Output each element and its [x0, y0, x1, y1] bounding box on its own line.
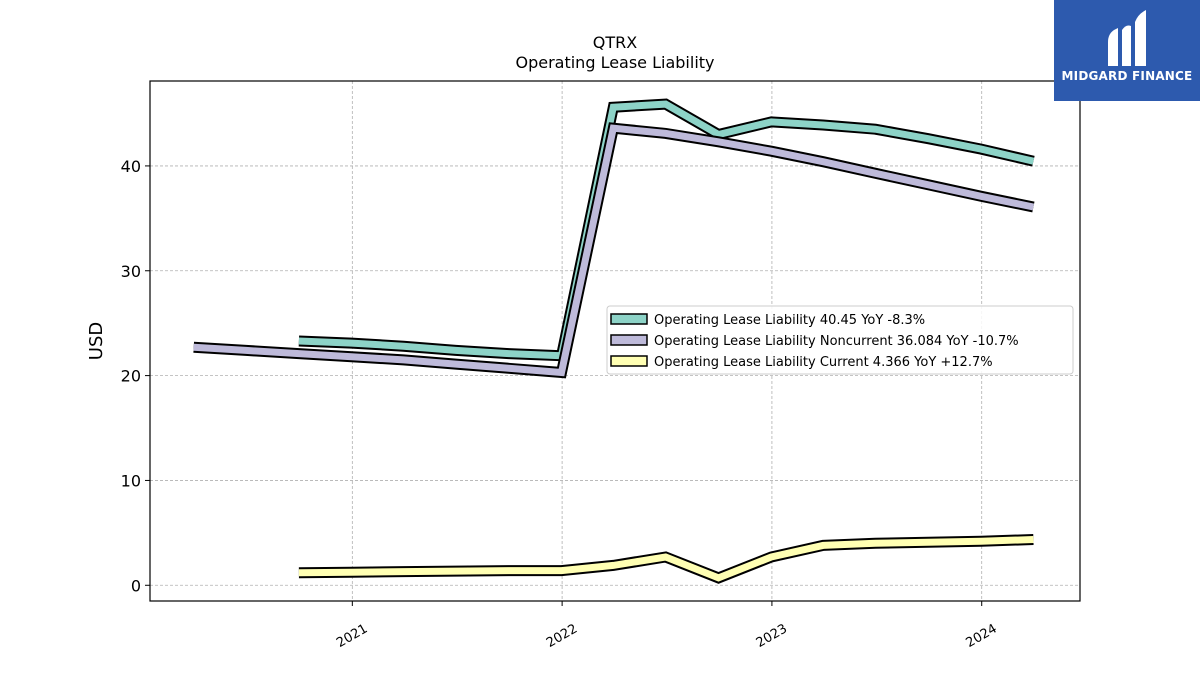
series-line [298, 536, 1034, 582]
y-tick-label: 30 [121, 262, 141, 281]
chart-title: QTRX [593, 33, 637, 52]
legend-label: Operating Lease Liability Noncurrent 36.… [654, 334, 1019, 349]
legend-box [606, 305, 1074, 375]
chart-subtitle: Operating Lease Liability [515, 53, 714, 72]
x-tick-label: 2021 [334, 621, 370, 651]
y-tick-label: 0 [131, 576, 141, 595]
y-tick-label: 40 [121, 157, 141, 176]
legend-swatch [610, 355, 648, 367]
series-line [193, 124, 1035, 377]
legend-label: Operating Lease Liability 40.45 YoY -8.3… [654, 313, 925, 328]
y-tick-label: 10 [121, 471, 141, 490]
x-tick-label: 2022 [544, 621, 580, 651]
plot-frame [149, 80, 1081, 602]
legend-swatch [610, 334, 648, 346]
y-tick-label: 20 [121, 367, 141, 386]
brand-logo: MIDGARD FINANCE [1054, 0, 1200, 101]
brand-name: MIDGARD FINANCE [1061, 69, 1193, 83]
y-axis-label: USD [86, 322, 107, 360]
legend-swatch [610, 313, 648, 325]
x-tick-label: 2024 [964, 621, 1000, 651]
brand-mark-icon [1108, 10, 1146, 66]
x-tick-label: 2023 [754, 621, 790, 651]
legend-label: Operating Lease Liability Current 4.366 … [654, 355, 993, 370]
series-line [298, 100, 1035, 360]
